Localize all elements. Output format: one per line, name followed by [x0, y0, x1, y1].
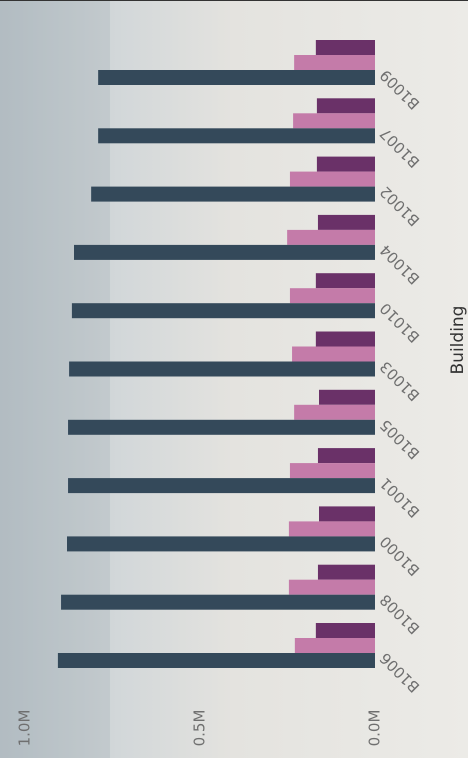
bar [287, 229, 375, 245]
bar [317, 214, 375, 230]
bar [315, 40, 375, 55]
y-tick-label: 1.0M [16, 710, 34, 747]
bar [69, 361, 375, 377]
bar [316, 98, 375, 114]
bar [91, 186, 376, 202]
bar [288, 521, 375, 537]
bar [98, 70, 376, 85]
bar [293, 113, 375, 129]
bar [319, 389, 375, 405]
y-tick-label: 0.0M [366, 710, 384, 747]
y-tick-label: 0.5M [191, 710, 209, 747]
axis-title: Building [448, 306, 468, 375]
bar [288, 579, 375, 595]
bar [317, 448, 375, 464]
bar [294, 404, 375, 420]
bar [292, 346, 375, 362]
bar [294, 638, 375, 653]
bar [294, 55, 375, 70]
bar [289, 288, 375, 304]
bar [319, 506, 375, 522]
bar [71, 303, 376, 319]
bar [289, 463, 375, 479]
bar [74, 244, 375, 260]
bar [68, 419, 376, 435]
bar [315, 623, 375, 638]
bar [316, 156, 375, 172]
bar [57, 653, 376, 668]
background-city [0, 0, 110, 758]
bar [61, 594, 376, 610]
bar [98, 128, 376, 144]
bar [67, 536, 375, 552]
bar [289, 171, 375, 187]
bar [317, 564, 375, 580]
bar [315, 331, 375, 347]
bar [315, 273, 375, 289]
bar [68, 478, 376, 494]
